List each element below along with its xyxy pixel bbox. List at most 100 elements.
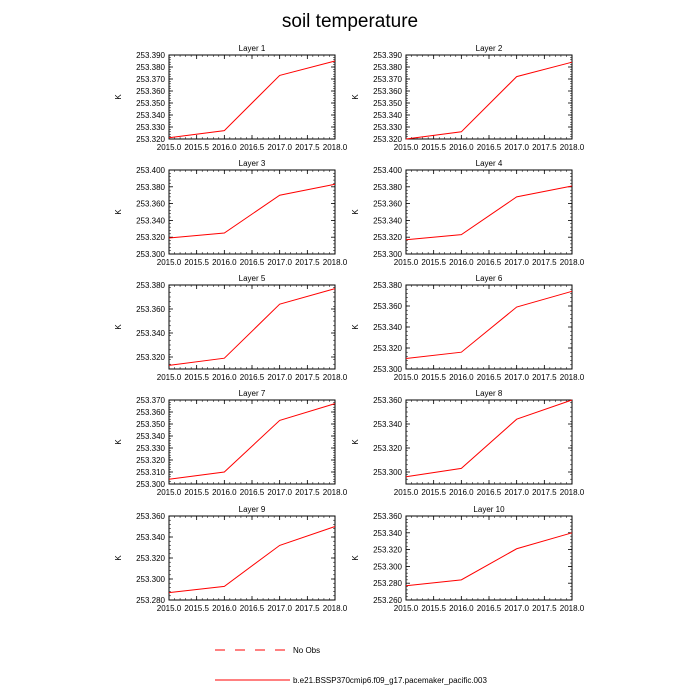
series-line: [168, 288, 336, 366]
y-tick-label: 253.370: [136, 396, 165, 405]
x-tick-label: 2015.0: [394, 604, 419, 613]
x-tick-label: 2018.0: [323, 488, 348, 497]
x-tick-label: 2017.5: [532, 258, 557, 267]
x-tick-label: 2018.0: [560, 258, 585, 267]
x-tick-label: 2015.0: [394, 488, 419, 497]
y-tick-label: 253.340: [136, 329, 165, 338]
x-tick-label: 2017.0: [267, 488, 292, 497]
series-line: [168, 183, 336, 239]
x-tick-label: 2016.0: [449, 604, 474, 613]
x-tick-label: 2017.5: [532, 488, 557, 497]
x-tick-label: 2016.0: [449, 258, 474, 267]
y-tick-label: 253.320: [136, 456, 165, 465]
y-tick-label: 253.390: [136, 51, 165, 60]
y-tick-label: 253.320: [373, 444, 402, 453]
y-tick-label: 253.300: [136, 575, 165, 584]
y-tick-label: 253.400: [373, 166, 402, 175]
x-tick-label: 2016.5: [477, 373, 502, 382]
x-tick-label: 2016.0: [212, 258, 237, 267]
x-tick-label: 2017.5: [532, 604, 557, 613]
x-tick-label: 2015.5: [421, 143, 446, 152]
series-line: [405, 532, 573, 587]
x-tick-label: 2018.0: [560, 604, 585, 613]
series-line: [168, 60, 336, 139]
y-tick-label: 253.320: [136, 554, 165, 563]
x-tick-label: 2015.5: [421, 604, 446, 613]
x-tick-label: 2015.5: [184, 373, 209, 382]
legend-no-obs-label: No Obs: [293, 646, 320, 655]
x-tick-label: 2018.0: [323, 373, 348, 382]
x-tick-label: 2015.0: [394, 258, 419, 267]
y-tick-label: 253.280: [373, 579, 402, 588]
panel-title: Layer 5: [239, 274, 266, 283]
y-tick-label: 253.360: [136, 512, 165, 521]
y-axis-label: K: [351, 439, 360, 445]
x-tick-label: 2015.5: [421, 373, 446, 382]
x-tick-label: 2015.0: [157, 373, 182, 382]
x-tick-label: 2017.5: [295, 604, 320, 613]
y-tick-label: 253.350: [136, 99, 165, 108]
y-axis-label: K: [351, 209, 360, 215]
y-tick-label: 253.330: [373, 123, 402, 132]
y-tick-label: 253.380: [136, 183, 165, 192]
plot-frame: [405, 54, 573, 140]
y-tick-label: 253.320: [136, 135, 165, 144]
x-tick-label: 2015.0: [157, 604, 182, 613]
x-tick-label: 2016.5: [240, 143, 265, 152]
x-tick-label: 2018.0: [323, 258, 348, 267]
x-tick-label: 2017.5: [295, 258, 320, 267]
x-tick-label: 2016.5: [477, 143, 502, 152]
y-tick-label: 253.300: [373, 468, 402, 477]
x-tick-label: 2016.5: [240, 258, 265, 267]
y-tick-label: 253.380: [373, 183, 402, 192]
x-tick-label: 2017.0: [504, 488, 529, 497]
x-tick-label: 2016.0: [449, 143, 474, 152]
y-tick-label: 253.340: [136, 111, 165, 120]
x-tick-label: 2016.0: [449, 488, 474, 497]
y-tick-label: 253.350: [373, 99, 402, 108]
x-tick-label: 2015.5: [421, 488, 446, 497]
x-tick-label: 2017.5: [532, 143, 557, 152]
y-tick-label: 253.330: [136, 123, 165, 132]
x-tick-label: 2015.5: [184, 604, 209, 613]
panel-title: Layer 6: [476, 274, 503, 283]
y-axis-label: K: [351, 324, 360, 330]
x-tick-label: 2017.0: [267, 373, 292, 382]
x-tick-label: 2017.5: [295, 488, 320, 497]
x-tick-label: 2017.0: [504, 373, 529, 382]
x-tick-label: 2018.0: [323, 143, 348, 152]
y-tick-label: 253.340: [373, 216, 402, 225]
y-tick-label: 253.360: [136, 305, 165, 314]
y-axis-label: K: [114, 209, 123, 215]
y-tick-label: 253.400: [136, 166, 165, 175]
plot-frame: [168, 284, 336, 370]
y-tick-label: 253.340: [136, 216, 165, 225]
x-tick-label: 2017.5: [295, 373, 320, 382]
y-axis-label: K: [114, 439, 123, 445]
y-tick-label: 253.320: [373, 344, 402, 353]
y-tick-label: 253.330: [136, 444, 165, 453]
x-tick-label: 2015.5: [184, 258, 209, 267]
plot-frame: [168, 399, 336, 485]
y-tick-label: 253.320: [136, 233, 165, 242]
x-tick-label: 2017.0: [504, 604, 529, 613]
y-tick-label: 253.380: [136, 63, 165, 72]
x-tick-label: 2017.5: [295, 143, 320, 152]
y-axis-label: K: [351, 94, 360, 100]
y-tick-label: 253.340: [136, 432, 165, 441]
y-tick-label: 253.340: [373, 323, 402, 332]
y-tick-label: 253.380: [373, 63, 402, 72]
y-tick-label: 253.280: [136, 596, 165, 605]
y-tick-label: 253.360: [373, 302, 402, 311]
y-tick-label: 253.340: [373, 420, 402, 429]
plot-frame: [405, 169, 573, 255]
legend-run-label: b.e21.BSSP370cmip6.f09_g17.pacemaker_pac…: [293, 676, 487, 685]
y-tick-label: 253.320: [373, 546, 402, 555]
x-tick-label: 2018.0: [560, 488, 585, 497]
x-tick-label: 2018.0: [560, 143, 585, 152]
